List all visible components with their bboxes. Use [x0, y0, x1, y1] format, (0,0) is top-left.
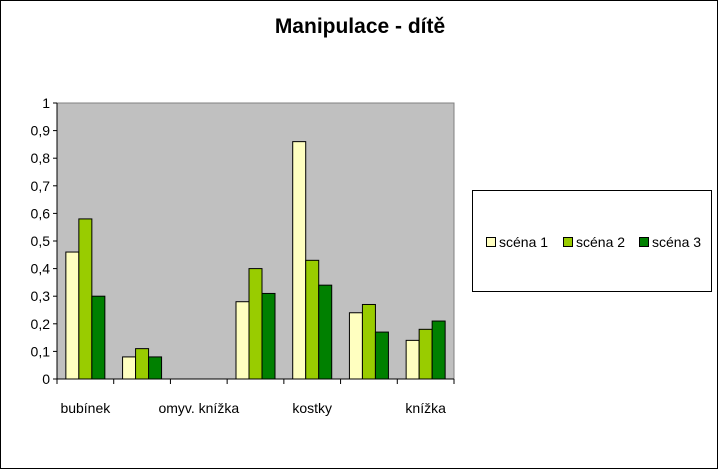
- legend: scéna 1 scéna 2 scéna 3: [472, 190, 712, 292]
- legend-swatch-1: [486, 237, 496, 247]
- x-tick-label: knížka: [405, 400, 446, 416]
- bar-series-3: [374, 331, 389, 380]
- x-tick-label: bubínek: [60, 400, 111, 416]
- x-tick-label: kostky: [292, 400, 332, 416]
- y-tick-label: 0,5: [31, 233, 51, 249]
- y-tick-label: 0,9: [31, 123, 51, 139]
- bar-series-1: [122, 356, 137, 380]
- y-tick-label: 1: [42, 95, 50, 111]
- bar-series-1: [235, 301, 250, 380]
- y-tick-label: 0,1: [31, 343, 51, 359]
- bar-series-2: [78, 218, 93, 380]
- bar-series-2: [135, 348, 150, 380]
- bar-series-1: [348, 312, 363, 380]
- bar-series-2: [418, 328, 433, 380]
- legend-label-3: scéna 3: [652, 234, 702, 250]
- chart-title: Manipulace - dítě: [274, 15, 446, 38]
- legend-item-3: scéna 3: [639, 234, 701, 250]
- legend-label-2: scéna 2: [576, 234, 626, 250]
- legend-item-1: scéna 1: [486, 234, 548, 250]
- bar-series-1: [405, 339, 420, 380]
- legend-swatch-3: [639, 237, 649, 247]
- y-tick-label: 0,2: [31, 316, 51, 332]
- y-tick-label: 0,3: [31, 288, 51, 304]
- bar-series-3: [431, 320, 446, 380]
- y-ticks: 0 0,1 0,2 0,3 0,4 0,5 0,6 0,7 0,8 0,9 1: [31, 95, 57, 387]
- x-tick-label: omyv. knížka: [158, 400, 239, 416]
- y-tick-label: 0,8: [31, 150, 51, 166]
- bar-series-3: [91, 295, 106, 380]
- legend-item-2: scéna 2: [563, 234, 625, 250]
- bar-series-3: [318, 284, 333, 380]
- bar-series-3: [148, 356, 163, 380]
- bar-series-1: [65, 251, 80, 380]
- bar-series-2: [248, 268, 263, 380]
- y-tick-label: 0,4: [31, 261, 51, 277]
- bars: [65, 141, 446, 380]
- bar-series-3: [261, 292, 276, 380]
- bar-series-2: [361, 303, 376, 380]
- y-tick-label: 0,7: [31, 178, 51, 194]
- bar-series-1: [292, 141, 307, 380]
- legend-swatch-2: [563, 237, 573, 247]
- legend-label-1: scéna 1: [499, 234, 549, 250]
- y-tick-label: 0: [42, 371, 50, 387]
- bar-series-2: [305, 259, 320, 380]
- x-ticks: bubínek omyv. knížka kostky knížka: [56, 379, 455, 416]
- y-tick-label: 0,6: [31, 205, 51, 221]
